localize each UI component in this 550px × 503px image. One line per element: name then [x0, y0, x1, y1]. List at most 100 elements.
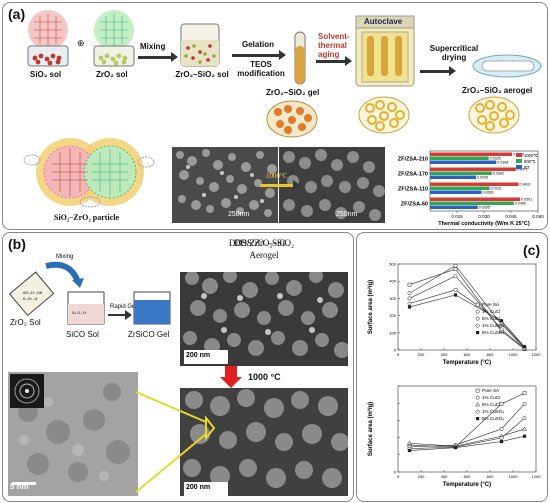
x-tick-label: 1200 — [532, 352, 542, 357]
data-point — [499, 319, 504, 323]
x-axis-label: Temperature (°C) — [443, 360, 491, 366]
legend-marker — [476, 331, 480, 335]
data-point — [453, 274, 458, 278]
y-tick-label: 100 — [389, 330, 396, 335]
scale-bar-top — [184, 350, 228, 364]
data-point — [522, 426, 527, 431]
bar — [430, 201, 514, 205]
x-tick-label: 800 — [487, 474, 494, 479]
legend-marker — [475, 309, 480, 314]
temperature-arrow — [218, 366, 244, 388]
legend-label: 1% CuCl — [482, 309, 500, 314]
legend-label: Pure SA — [482, 302, 500, 307]
svg-text:Si–O–Zr: Si–O–Zr — [72, 311, 87, 316]
bar-value-label: 0.0256 — [477, 176, 488, 180]
series-line — [409, 268, 525, 350]
panel-b-letter: (b) — [8, 236, 26, 252]
data-point — [453, 446, 458, 450]
panel-c-letter: (c) — [523, 242, 541, 258]
gelation-label: Gelation — [242, 40, 275, 49]
mixed-sol-beaker — [178, 20, 222, 68]
series-line — [409, 294, 525, 347]
temperature-label: 1000 °C — [248, 372, 281, 382]
legend-label: 5% CuSO₄ — [482, 330, 504, 335]
drying-arrow — [420, 66, 456, 76]
data-point — [499, 402, 504, 406]
x-tick-label: 1000 — [509, 352, 519, 357]
sem-temp-label: 1000°C — [266, 172, 288, 180]
mixing-scheme-label: Mixing — [56, 254, 74, 260]
plus-sign: ⊕ — [77, 38, 85, 48]
bar — [430, 175, 477, 179]
x-tick-label: 600 — [464, 352, 471, 357]
x-tick-label: 0.030 — [478, 214, 490, 219]
y-axis-label: Surface area (m²/g) — [367, 280, 374, 334]
scale-tem-label: 5 nm — [10, 482, 29, 491]
data-point — [407, 282, 412, 287]
series-line — [409, 435, 525, 451]
bar — [430, 197, 521, 201]
aging-network-circle — [358, 96, 410, 134]
sem-b-title-line1: DDS/ZrO₂–SiO₂ — [228, 238, 290, 248]
legend-marker — [475, 395, 480, 400]
legend-marker — [475, 409, 480, 414]
curved-arrow-icon — [40, 260, 90, 290]
legend-label: 1000℃ — [524, 153, 538, 158]
series-line — [409, 417, 525, 450]
legend-marker — [475, 323, 480, 328]
mixing-arrow — [138, 52, 178, 62]
svg-text:OH–Zr–OH: OH–Zr–OH — [23, 291, 43, 296]
x-tick-label: 200 — [418, 474, 425, 479]
gel-label: ZrO₂–SiO₂ gel — [266, 88, 320, 97]
bar — [430, 156, 489, 160]
data-point — [499, 427, 504, 431]
scale-top-label: 200 nm — [186, 352, 211, 359]
sem-image-b-bottom — [180, 388, 348, 496]
bar — [430, 182, 519, 186]
legend-label: 5% CuSO₄ — [482, 416, 504, 421]
sico-sol-label: SiCO Sol — [66, 330, 99, 339]
y-tick-label: 300 — [389, 296, 396, 301]
teos-label: TEOS modification — [237, 60, 285, 78]
zrsico-gel-label: ZrSiCO Gel — [128, 330, 170, 339]
legend-label: 800℃ — [524, 159, 536, 164]
sio2-sol-label: SiO₂ sol — [30, 70, 62, 79]
bar — [430, 186, 490, 190]
category-label: ZF/ZSA-170 — [398, 172, 428, 178]
data-point — [407, 440, 412, 445]
x-tick-label: 0 — [397, 474, 400, 479]
surface-area-chart-top: 0 200 400 600 800 1000 1200 0 100 200 300 400 500 Tem… — [358, 256, 544, 378]
solvent-aging-label: Solvent-thermal aging — [318, 32, 350, 59]
data-point — [522, 391, 527, 396]
svg-text:O–Zr–O: O–Zr–O — [23, 297, 38, 302]
sico-sol-beaker: Si–O–Zr — [66, 290, 106, 326]
x-tick-label: 0.060 — [532, 214, 544, 219]
sem-b-title-line1-fg: DDS/ZrO₂–SiO₂ — [233, 238, 295, 248]
category-label: ZF/ZSA-210 — [398, 157, 428, 163]
x-tick-label: 400 — [441, 474, 448, 479]
plot-frame — [397, 385, 537, 473]
series-line — [409, 265, 525, 349]
x-tick-label: 800 — [487, 352, 494, 357]
category-label: ZF/ZSA-60 — [401, 202, 428, 208]
data-point — [499, 439, 504, 444]
legend-label: 1% CuSO₄ — [482, 409, 504, 414]
aging-arrow — [316, 56, 352, 66]
data-point — [522, 434, 527, 438]
data-point — [522, 344, 527, 349]
surface-area-chart-bottom: 0 200 400 600 800 1000 1200 0 Temperature (°C) Su… — [358, 378, 544, 498]
x-tick-label: 0.045 — [505, 214, 517, 219]
aerogel-network-circle — [468, 96, 520, 134]
bar — [430, 160, 497, 164]
zoom-connector-lines — [135, 388, 216, 496]
autoclave-label: Autoclave — [364, 17, 403, 26]
bar — [430, 190, 482, 194]
legend-label: RT — [524, 165, 530, 170]
particle-diagram — [14, 132, 164, 212]
particle-label: SiO₂–ZrO₂ particle — [54, 213, 120, 222]
legend-marker — [475, 402, 481, 407]
sem-image-b-top — [180, 246, 348, 366]
data-point — [407, 301, 412, 306]
y-tick-label: 400 — [389, 279, 396, 284]
bar-value-label: 0.0368 — [497, 161, 508, 165]
